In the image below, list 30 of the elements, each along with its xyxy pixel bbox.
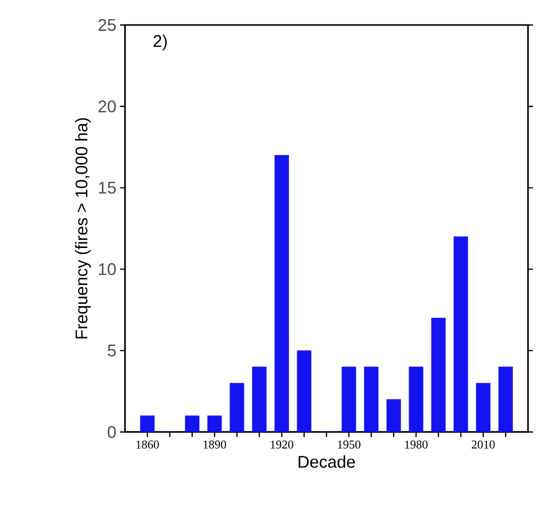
bar bbox=[386, 399, 401, 432]
y-tick-label: 0 bbox=[108, 426, 116, 438]
bar bbox=[296, 350, 312, 432]
x-tick-label: 1890 bbox=[204, 440, 226, 449]
bar bbox=[498, 366, 513, 432]
bar bbox=[207, 416, 222, 432]
bar bbox=[140, 416, 155, 432]
annotation: 2) bbox=[154, 34, 167, 50]
x-tick-label: 2010 bbox=[472, 440, 495, 449]
bar bbox=[252, 366, 267, 432]
y-tick-label: 5 bbox=[108, 344, 116, 356]
y-axis-title: Frequency (fires > 10,000 ha) bbox=[75, 118, 91, 338]
bar bbox=[408, 366, 424, 432]
bar bbox=[476, 382, 490, 432]
x-tick-label: 1950 bbox=[338, 440, 360, 449]
x-tick-label: 1980 bbox=[405, 440, 428, 449]
bar bbox=[431, 318, 446, 432]
bar bbox=[364, 366, 378, 432]
x-tick-label: 1920 bbox=[270, 440, 294, 449]
y-tick-label: 20 bbox=[98, 100, 116, 112]
bar bbox=[230, 382, 244, 432]
bar bbox=[274, 155, 289, 432]
bar bbox=[184, 416, 200, 432]
y-tick-label: 25 bbox=[98, 18, 116, 31]
bar bbox=[342, 366, 356, 432]
bar bbox=[454, 236, 468, 432]
x-axis-title: Decade bbox=[298, 455, 355, 468]
y-tick-label: 15 bbox=[98, 182, 116, 194]
y-tick-label: 10 bbox=[98, 263, 116, 276]
x-tick-label: 1860 bbox=[136, 440, 159, 449]
